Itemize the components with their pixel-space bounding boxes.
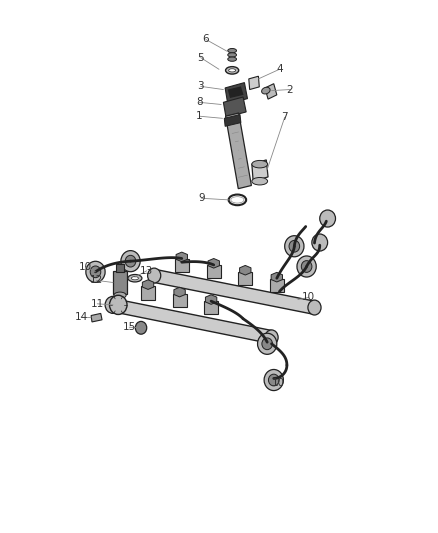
Text: 8: 8: [196, 98, 203, 107]
Polygon shape: [249, 76, 259, 90]
Text: 3: 3: [197, 82, 204, 91]
Polygon shape: [224, 115, 241, 126]
Polygon shape: [226, 113, 251, 189]
Ellipse shape: [252, 177, 268, 185]
Text: 2: 2: [286, 85, 293, 94]
Ellipse shape: [252, 160, 268, 168]
Text: 13: 13: [140, 266, 153, 276]
Ellipse shape: [86, 261, 105, 282]
Ellipse shape: [125, 255, 136, 267]
Ellipse shape: [128, 274, 142, 282]
Ellipse shape: [105, 296, 121, 313]
Text: 10: 10: [272, 378, 285, 387]
Ellipse shape: [131, 277, 138, 280]
Polygon shape: [225, 83, 247, 104]
Polygon shape: [205, 295, 217, 304]
Text: 6: 6: [202, 35, 209, 44]
Ellipse shape: [148, 268, 161, 283]
Text: 12: 12: [90, 276, 103, 285]
Ellipse shape: [226, 67, 239, 74]
Text: 7: 7: [281, 112, 288, 122]
Ellipse shape: [297, 256, 316, 277]
Ellipse shape: [261, 87, 270, 94]
Ellipse shape: [301, 261, 312, 272]
Text: 5: 5: [197, 53, 204, 62]
Ellipse shape: [229, 69, 236, 72]
Polygon shape: [173, 294, 187, 307]
Text: 10: 10: [79, 262, 92, 271]
Polygon shape: [208, 259, 219, 268]
Polygon shape: [113, 271, 127, 294]
Polygon shape: [252, 160, 268, 181]
Ellipse shape: [289, 240, 300, 252]
Polygon shape: [240, 265, 251, 275]
Polygon shape: [154, 269, 314, 314]
Ellipse shape: [308, 300, 321, 315]
Ellipse shape: [312, 234, 328, 251]
Ellipse shape: [268, 374, 279, 386]
Text: 9: 9: [198, 193, 205, 203]
Text: 1: 1: [196, 111, 203, 121]
Polygon shape: [116, 264, 124, 272]
Ellipse shape: [110, 295, 127, 314]
Ellipse shape: [114, 292, 126, 298]
Polygon shape: [174, 287, 185, 297]
Ellipse shape: [121, 251, 140, 272]
Text: 4: 4: [276, 64, 283, 74]
Polygon shape: [204, 301, 218, 314]
Polygon shape: [238, 272, 252, 285]
Polygon shape: [223, 97, 246, 117]
Text: 14: 14: [74, 312, 88, 322]
Polygon shape: [271, 272, 283, 282]
Ellipse shape: [285, 236, 304, 257]
Ellipse shape: [262, 338, 272, 350]
Text: 10: 10: [302, 293, 315, 302]
Polygon shape: [141, 286, 155, 300]
Ellipse shape: [228, 49, 237, 53]
Text: 15: 15: [123, 322, 136, 332]
Ellipse shape: [264, 369, 283, 391]
Polygon shape: [113, 298, 272, 344]
Text: 11: 11: [91, 299, 104, 309]
Ellipse shape: [265, 330, 278, 345]
Polygon shape: [207, 265, 221, 278]
Ellipse shape: [320, 210, 336, 227]
Ellipse shape: [258, 333, 277, 354]
Ellipse shape: [228, 53, 237, 57]
Polygon shape: [91, 313, 102, 322]
Polygon shape: [176, 252, 187, 262]
Polygon shape: [228, 86, 244, 98]
Polygon shape: [142, 280, 154, 289]
Polygon shape: [175, 259, 189, 272]
Ellipse shape: [135, 321, 147, 334]
Ellipse shape: [90, 266, 101, 278]
Polygon shape: [270, 279, 284, 292]
Polygon shape: [265, 84, 277, 99]
Ellipse shape: [228, 57, 237, 61]
